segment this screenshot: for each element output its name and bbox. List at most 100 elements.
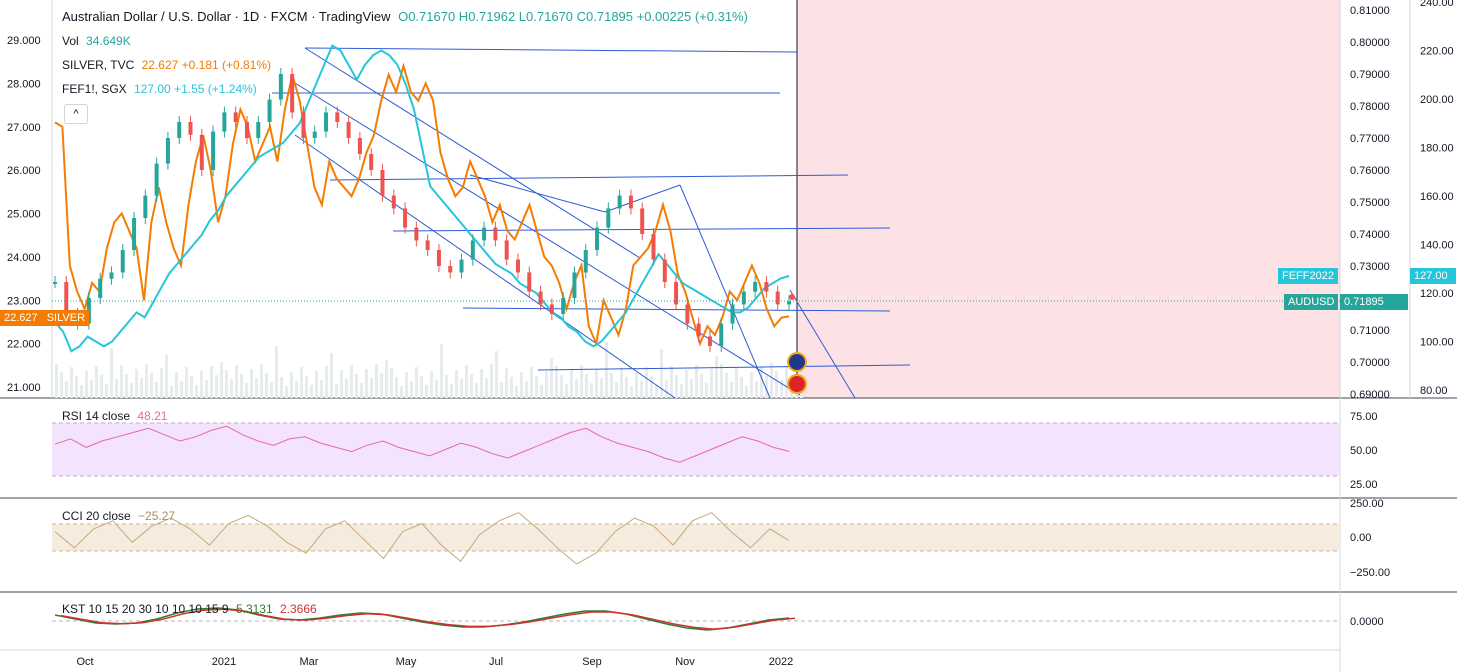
fef-axis-tick: 160.00 <box>1420 191 1454 203</box>
volume-bar <box>190 376 193 398</box>
volume-bar <box>550 358 553 398</box>
volume-bar <box>160 368 163 398</box>
fef-axis-tick: 100.00 <box>1420 337 1454 349</box>
kst-legend[interactable]: KST 10 15 20 30 10 10 10 15 9 5.3131 2.3… <box>62 602 321 616</box>
fef-value: 127.00 +1.55 (+1.24%) <box>134 82 257 96</box>
volume-bar <box>545 371 548 398</box>
volume-bar <box>400 386 403 398</box>
volume-bar <box>555 366 558 398</box>
candle-body <box>222 112 227 132</box>
event-marker[interactable] <box>789 294 795 300</box>
left-axis-tick: 27.000 <box>7 122 41 134</box>
candle-body <box>459 259 464 273</box>
volume-bar <box>670 366 673 398</box>
volume-bar <box>415 367 418 398</box>
silver-legend[interactable]: SILVER, TVC 22.627 +0.181 (+0.81%) <box>62 58 275 72</box>
volume-bar <box>235 365 238 398</box>
volume-bar <box>125 374 128 398</box>
volume-bar <box>260 364 263 398</box>
candle-body <box>301 112 306 138</box>
fef-legend[interactable]: FEF1!, SGX 127.00 +1.55 (+1.24%) <box>62 82 261 96</box>
silver-label: SILVER, TVC <box>62 58 135 72</box>
volume-bar <box>215 375 218 398</box>
fef-tag-name: FEFF2022 <box>1282 270 1334 282</box>
candle-body <box>538 291 543 305</box>
left-axis-tick: 23.000 <box>7 295 41 307</box>
candle-body <box>165 138 170 164</box>
volume-bar <box>290 372 293 398</box>
rsi-legend[interactable]: RSI 14 close 48.21 <box>62 409 171 423</box>
volume-bar <box>495 351 498 398</box>
volume-bar <box>105 384 108 398</box>
volume-bar <box>565 384 568 398</box>
volume-bar <box>515 386 518 398</box>
volume-bar <box>350 365 353 398</box>
volume-bar <box>225 370 228 398</box>
volume-bar <box>380 373 383 398</box>
volume-bar <box>325 366 328 398</box>
right-axis-tick: 0.76000 <box>1350 165 1390 177</box>
volume-bar <box>520 372 523 398</box>
audusd-name-tag: AUDUSD <box>1284 294 1339 310</box>
volume-bar <box>785 366 788 398</box>
candle-body <box>233 112 238 122</box>
volume-bar <box>680 384 683 398</box>
silver-price-tag: 22.627 SILVER <box>0 310 90 326</box>
candle-body <box>425 240 430 250</box>
volume-bar <box>730 382 733 398</box>
volume-bar <box>770 363 773 398</box>
volume-bar <box>485 378 488 398</box>
time-axis-tick: Sep <box>582 656 602 668</box>
candle-body <box>267 99 272 122</box>
candle-body <box>549 304 554 314</box>
trendline <box>329 174 849 181</box>
volume-bar <box>80 385 83 398</box>
candle-body <box>583 250 588 273</box>
indicator-lines <box>54 425 796 631</box>
volume-bar <box>755 381 758 398</box>
candle-body <box>357 138 362 154</box>
cci-axis-tick: −250.00 <box>1350 567 1390 579</box>
volume-bar <box>155 382 158 398</box>
usa-flag-icon[interactable] <box>787 374 807 394</box>
volume-bar <box>330 353 333 398</box>
volume-bar <box>165 355 168 398</box>
volume-bar <box>660 349 663 398</box>
volume-bar <box>310 385 313 398</box>
volume-bar <box>460 379 463 398</box>
right-axis-tick: 0.77000 <box>1350 133 1390 145</box>
volume-bar <box>440 344 443 398</box>
symbol-legend[interactable]: Australian Dollar / U.S. Dollar · 1D · F… <box>62 9 752 24</box>
candle-body <box>109 272 114 279</box>
volume-bar <box>135 369 138 398</box>
volume-bar <box>130 383 133 398</box>
volume-bar <box>435 380 438 398</box>
time-axis-tick: Nov <box>675 656 695 668</box>
candle-body <box>120 250 125 273</box>
volume-bar <box>645 367 648 398</box>
volume-bar <box>685 370 688 398</box>
candle-body <box>572 272 577 298</box>
volume-bar <box>535 376 538 398</box>
trendline <box>294 134 676 399</box>
trendline <box>469 174 606 213</box>
symbol-title[interactable]: Australian Dollar / U.S. Dollar · 1D · F… <box>62 9 391 24</box>
rsi-band <box>52 423 1340 476</box>
volume-bar <box>675 375 678 398</box>
volume-bar <box>690 379 693 398</box>
volume-bar <box>605 342 608 398</box>
candle-body <box>312 131 317 138</box>
volume-bar <box>180 381 183 398</box>
collapse-legend-button[interactable]: ^ <box>64 104 88 124</box>
volume-bar <box>295 381 298 398</box>
volume-bar <box>540 385 543 398</box>
volume-legend[interactable]: Vol 34.649K <box>62 34 135 48</box>
cci-legend[interactable]: CCI 20 close −25.27 <box>62 509 179 523</box>
volume-bar <box>65 381 68 398</box>
candle-body <box>211 131 216 170</box>
candle-body <box>380 170 385 196</box>
volume-bar <box>385 360 388 398</box>
australia-flag-icon[interactable] <box>787 352 807 372</box>
candle-body <box>278 74 283 100</box>
